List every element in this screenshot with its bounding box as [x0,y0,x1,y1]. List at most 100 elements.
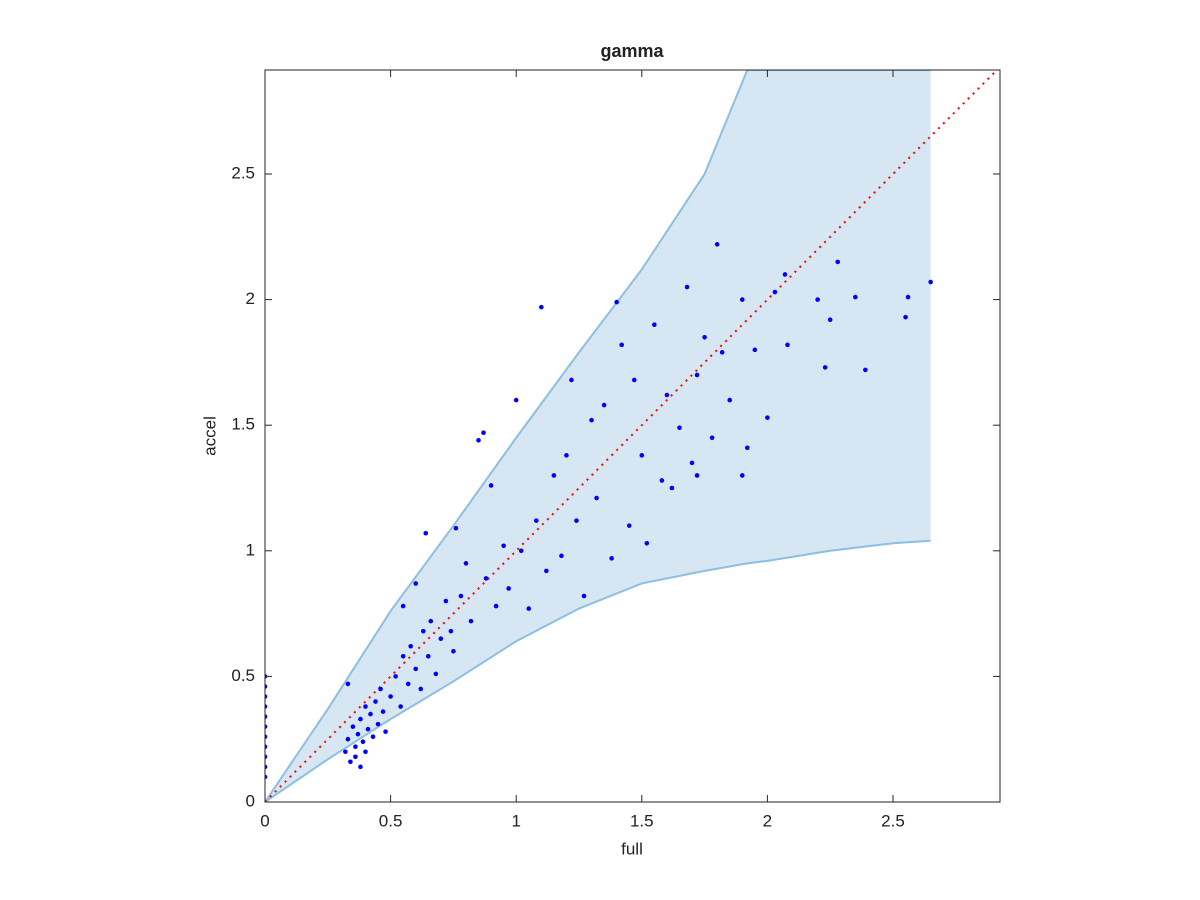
point [388,694,393,699]
point [601,402,607,408]
point [458,593,464,599]
point [453,525,459,531]
diagonal-line [265,70,999,802]
point [594,495,599,501]
point [370,734,376,739]
point [714,242,720,247]
point [513,397,519,403]
point [355,731,361,737]
point [418,686,424,692]
point [727,397,733,403]
point [443,598,449,604]
point [265,694,268,699]
point [413,581,419,586]
y-tick-label: 0.5 [231,666,255,685]
point [350,724,356,729]
point [689,460,695,466]
point [353,754,358,760]
point [544,568,549,574]
point [564,453,569,458]
point [438,636,444,642]
point [506,586,511,591]
point [433,671,439,677]
y-tick-label: 2.5 [231,163,255,182]
point [345,681,351,687]
point [405,681,411,687]
point [739,473,745,478]
point [345,736,351,742]
y-tick-label: 1.5 [231,415,255,434]
point [853,294,858,300]
point [526,606,532,611]
point [639,453,645,458]
point [451,648,456,654]
point [265,734,268,739]
point [609,556,614,561]
point [659,478,665,483]
point [265,684,268,689]
x-tick-label: 2.5 [881,811,905,830]
point [380,709,386,714]
band-area [265,70,931,802]
point [398,704,403,709]
point [664,392,670,398]
point [343,749,348,755]
y-tick-label: 2 [246,289,255,308]
x-tick-label: 1 [511,811,520,830]
point [468,618,474,624]
point [772,289,778,295]
point [644,540,650,546]
x-axis-label: full [621,839,643,858]
point [265,714,268,719]
point [928,279,933,285]
point [518,548,524,554]
x-tick-label: 0 [260,811,269,830]
point [360,739,366,745]
point [574,518,579,523]
point [420,628,426,634]
point [669,485,675,491]
point [631,377,637,383]
point [619,342,624,348]
y-tick-label: 1 [246,540,255,559]
point [684,284,690,290]
point [400,654,406,659]
y-tick-label: 0 [246,791,255,810]
point [265,764,268,770]
point [702,334,707,340]
point [815,297,820,302]
point [265,724,268,729]
point [581,593,587,599]
point [719,350,725,355]
point [501,543,506,549]
point [448,628,454,634]
point [428,618,434,624]
axes-box [264,69,1001,803]
point [265,704,268,709]
point [476,437,481,443]
point [363,749,368,755]
chart-title: gamma [600,41,664,61]
band-edge [265,70,931,802]
point [744,445,750,451]
point [539,304,544,310]
point [863,367,868,373]
point [265,754,268,760]
point [400,603,406,609]
point [481,430,486,436]
plot-area [265,70,999,802]
point [358,764,363,770]
point [373,699,378,704]
point [589,417,594,423]
point [463,561,469,566]
point [353,744,358,750]
point [265,774,268,780]
y-axis-label: accel [200,416,219,456]
point [378,686,383,692]
point [493,603,499,609]
point [652,322,657,328]
point [752,347,758,353]
x-tick-label: 1.5 [630,811,654,830]
